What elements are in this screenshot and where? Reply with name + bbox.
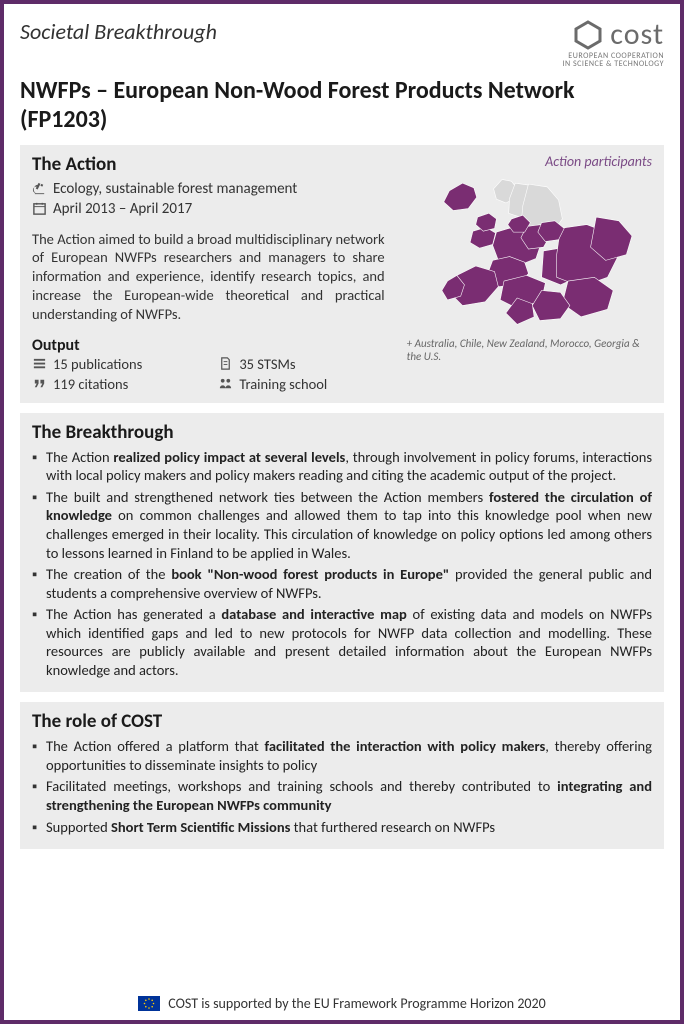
output-training: Training school <box>218 375 384 393</box>
eu-flag-icon <box>138 996 160 1011</box>
document-icon <box>218 356 233 371</box>
section-breakthrough: The Breakthrough The Action realized pol… <box>20 413 664 693</box>
logo-text: cost <box>610 16 664 53</box>
output-text: 35 STSMs <box>239 355 295 373</box>
breakthrough-heading: The Breakthrough <box>32 421 652 444</box>
dates-text: April 2013 – April 2017 <box>53 200 192 218</box>
action-heading: The Action <box>32 153 385 176</box>
list-item: The Action offered a platform that facil… <box>46 737 652 774</box>
output-text: Training school <box>239 375 327 393</box>
list-item: Supported Short Term Scientific Missions… <box>46 818 652 837</box>
action-top: The Action Ecology, sustainable forest m… <box>32 153 652 393</box>
cost-role-heading: The role of COST <box>32 710 652 733</box>
section-cost-role: The role of COST The Action offered a pl… <box>20 702 664 849</box>
microscope-icon <box>32 181 47 196</box>
page-title: NWFPs – European Non-Wood Forest Product… <box>20 77 664 135</box>
people-icon <box>218 376 233 391</box>
output-grid: 15 publications 35 STSMs 119 citations T… <box>32 355 385 393</box>
hexagon-icon <box>572 19 604 51</box>
logo-main: cost <box>563 16 665 53</box>
output-stsms: 35 STSMs <box>218 355 384 373</box>
logo-subtext-2: IN SCIENCE & TECHNOLOGY <box>563 59 665 69</box>
output-heading: Output <box>32 336 385 355</box>
list-item: Facilitated meetings, workshops and trai… <box>46 777 652 814</box>
output-citations: 119 citations <box>32 375 198 393</box>
europe-map <box>397 170 652 330</box>
list-item: The built and strengthened network ties … <box>46 488 652 562</box>
page: Societal Breakthrough cost EUROPEAN COOP… <box>0 0 684 1024</box>
action-description: The Action aimed to build a broad multid… <box>32 230 385 324</box>
section-action: The Action Ecology, sustainable forest m… <box>20 145 664 403</box>
output-text: 15 publications <box>53 355 142 373</box>
book-stack-icon <box>32 356 47 371</box>
action-left: The Action Ecology, sustainable forest m… <box>32 153 385 393</box>
footer: COST is supported by the EU Framework Pr… <box>20 989 664 1012</box>
output-text: 119 citations <box>53 375 128 393</box>
topic-line: Ecology, sustainable forest management <box>32 180 385 198</box>
topic-text: Ecology, sustainable forest management <box>53 180 297 198</box>
cost-role-list: The Action offered a platform that facil… <box>32 737 652 836</box>
list-item: The creation of the book "Non-wood fores… <box>46 565 652 602</box>
list-item: The Action has generated a database and … <box>46 605 652 679</box>
cost-logo: cost EUROPEAN COOPERATION IN SCIENCE & T… <box>563 16 665 69</box>
output-publications: 15 publications <box>32 355 198 373</box>
category-label: Societal Breakthrough <box>20 18 217 45</box>
map-note: + Australia, Chile, New Zealand, Morocco… <box>397 337 652 363</box>
header-row: Societal Breakthrough cost EUROPEAN COOP… <box>20 16 664 69</box>
action-right: Action participants <box>397 153 652 393</box>
list-item: The Action realized policy impact at sev… <box>46 448 652 485</box>
calendar-icon <box>32 201 47 216</box>
footer-text: COST is supported by the EU Framework Pr… <box>168 995 545 1012</box>
dates-line: April 2013 – April 2017 <box>32 200 385 218</box>
map-label: Action participants <box>397 153 652 170</box>
breakthrough-list: The Action realized policy impact at sev… <box>32 448 652 680</box>
quote-icon <box>32 376 47 391</box>
